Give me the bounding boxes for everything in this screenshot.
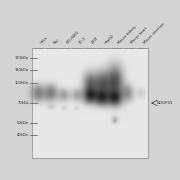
Text: 170kDa: 170kDa — [15, 56, 29, 60]
Text: 70kDa: 70kDa — [17, 101, 29, 105]
Text: NDUFS1: NDUFS1 — [157, 101, 174, 105]
Text: Raji: Raji — [52, 38, 60, 45]
Text: PC-3: PC-3 — [78, 36, 87, 45]
Text: 293T: 293T — [91, 36, 100, 45]
Text: Mouse kidney: Mouse kidney — [117, 25, 137, 45]
Text: 50kDa: 50kDa — [17, 121, 29, 125]
Text: 130kDa: 130kDa — [15, 68, 29, 72]
Text: Mouse heart: Mouse heart — [130, 26, 148, 45]
Text: 40kDa: 40kDa — [17, 133, 29, 137]
Text: HepG2: HepG2 — [104, 34, 115, 45]
Bar — [32, 48, 148, 158]
Text: NCI-H460: NCI-H460 — [65, 30, 80, 45]
Text: Mouse intestine: Mouse intestine — [143, 22, 165, 45]
Text: 100kDa: 100kDa — [15, 81, 29, 85]
Text: HeLa: HeLa — [39, 36, 49, 45]
